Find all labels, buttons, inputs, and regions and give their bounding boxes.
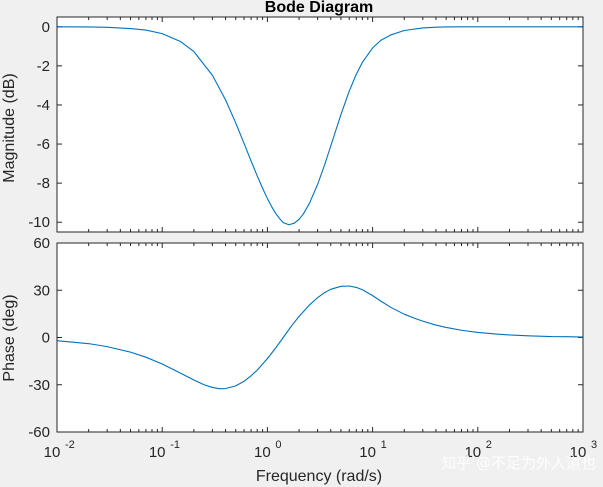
magnitude-y-tick-label: -2 xyxy=(37,58,50,75)
phase-x-tick-label: 10 xyxy=(570,444,587,461)
phase-x-tick-label: 10 xyxy=(359,444,376,461)
magnitude-y-tick-label: -10 xyxy=(28,214,50,231)
phase-plot-area xyxy=(57,243,583,432)
phase-x-tick-label-exponent: 3 xyxy=(591,439,597,451)
magnitude-axes-frame xyxy=(56,16,584,233)
magnitude-axes: 0 -2 -4 -6 -8 -10 xyxy=(28,16,584,233)
phase-x-tick-label: 10 xyxy=(464,444,481,461)
magnitude-y-axis-label: Magnitude (dB) xyxy=(1,73,18,182)
phase-response-curve xyxy=(56,285,584,390)
phase-y-tick-label: -30 xyxy=(28,377,50,394)
phase-x-tick-label-exponent: -2 xyxy=(65,439,75,451)
magnitude-y-tick-label: -8 xyxy=(37,175,50,192)
phase-axes-frame xyxy=(56,242,584,433)
phase-x-tick-label: 10 xyxy=(254,444,271,461)
magnitude-y-tick-label: 0 xyxy=(42,19,50,36)
phase-y-tick-label: 60 xyxy=(33,235,50,252)
chart-title: Bode Diagram xyxy=(265,0,373,16)
magnitude-plot-area xyxy=(57,17,583,232)
phase-x-tick-label-exponent: -1 xyxy=(170,439,180,451)
magnitude-y-tick-label: -4 xyxy=(37,97,50,114)
watermark-text: 知乎 @不足为外人道也 xyxy=(441,454,596,472)
phase-y-tick-label: -60 xyxy=(28,424,50,441)
phase-x-tick-label: 10 xyxy=(44,444,61,461)
magnitude-response-curve xyxy=(56,26,583,226)
phase-y-tick-label: 0 xyxy=(42,330,50,347)
frequency-x-axis-label: Frequency (rad/s) xyxy=(256,468,382,485)
phase-x-tick-label-exponent: 1 xyxy=(381,439,387,451)
phase-y-tick-label: 30 xyxy=(33,282,50,299)
phase-x-tick-label-exponent: 0 xyxy=(275,439,281,451)
phase-y-axis-label: Phase (deg) xyxy=(1,294,18,381)
phase-x-tick-label: 10 xyxy=(149,444,166,461)
phase-x-tick-label-exponent: 2 xyxy=(486,439,492,451)
magnitude-y-tick-label: -6 xyxy=(37,136,50,153)
phase-axes: 60 30 0 -30 -60 10 -2 10 -1 10 0 10 1 10 2 10 3 xyxy=(28,235,597,461)
